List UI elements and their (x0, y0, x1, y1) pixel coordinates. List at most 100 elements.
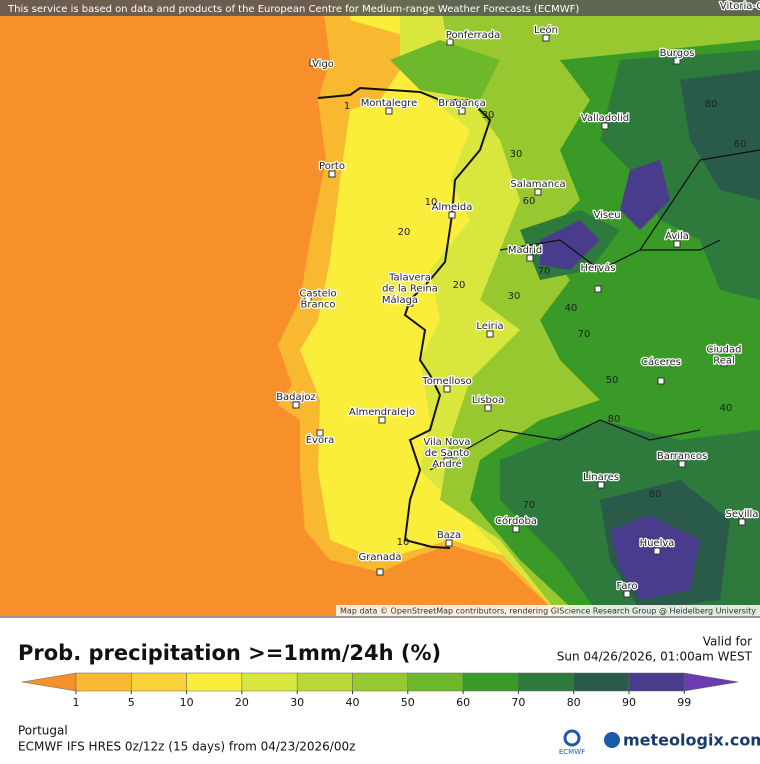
contour-label: 10 (425, 197, 438, 208)
city-label: Córdoba (495, 515, 537, 527)
contour-label: 80 (705, 99, 718, 110)
city-marker (594, 285, 602, 293)
city-label: Porto (319, 161, 345, 172)
ecmwf-text: ECMWF (559, 748, 585, 756)
city-label: Cáceres (641, 356, 681, 368)
city-marker (486, 330, 494, 338)
city-label: Leiria (476, 321, 503, 332)
city-label: André (432, 458, 462, 470)
notice-bar (0, 0, 760, 16)
attribution-box (336, 605, 760, 616)
contour-label: 20 (453, 280, 466, 291)
city-marker (484, 404, 492, 412)
colorbar-label: 30 (290, 696, 304, 709)
colorbar-segment (131, 672, 187, 692)
land-dark-green (500, 50, 760, 616)
city-label: de la Reina (382, 284, 438, 295)
city-marker (446, 38, 454, 46)
contour-label: 1 (344, 101, 350, 112)
colorbar-label: 10 (180, 696, 194, 709)
city-label: Vigo (312, 59, 334, 70)
city-label: Almendralejo (349, 407, 415, 418)
city-marker (304, 295, 312, 303)
legend-title: Prob. precipitation >=1mm/24h (%) (18, 641, 441, 665)
city-marker (673, 240, 681, 248)
city-label: Baza (437, 530, 461, 541)
valid-time: Sun 04/26/2026, 01:00am WEST (557, 650, 753, 664)
city-label: Vila Nova (423, 437, 470, 448)
city-label: Salamanca (510, 179, 565, 190)
contour-label: 70 (578, 329, 591, 340)
city-label: Almeida (432, 202, 473, 213)
brand: meteologix.com (623, 731, 760, 750)
colorbar-segment (241, 672, 298, 692)
city-label: Málaga (382, 294, 418, 306)
model-info: ECMWF IFS HRES 0z/12z (15 days) from 04/… (18, 740, 355, 754)
city-marker (597, 481, 605, 489)
contour-label: 60 (523, 196, 536, 207)
colorbar-label: 40 (346, 696, 360, 709)
contour-label: 60 (734, 139, 747, 150)
colorbar-segment (628, 672, 685, 692)
contour-label: 40 (565, 303, 578, 314)
city-label: Valladolid (581, 113, 629, 124)
city-marker (720, 359, 728, 367)
city-label: León (534, 24, 558, 36)
colorbar-above (684, 672, 739, 692)
contour-label: 30 (508, 291, 521, 302)
city-marker (601, 122, 609, 130)
city-label: Bragança (438, 98, 486, 109)
city-marker (594, 211, 602, 219)
city-label: Ávila (665, 229, 689, 242)
city-label: Barrancos (657, 451, 707, 462)
colorbar-label: 20 (235, 696, 249, 709)
city-marker (653, 547, 661, 555)
colorbar-label: 1 (73, 696, 80, 709)
contour-label: 40 (720, 403, 733, 414)
colorbar-label: 70 (511, 696, 525, 709)
contour-label: 20 (398, 227, 411, 238)
notice: This service is based on data and produc… (7, 4, 579, 15)
colorbar-segment (518, 672, 574, 692)
contour-label: 80 (649, 489, 662, 500)
city-marker (396, 296, 404, 304)
colorbar-label: 99 (677, 696, 691, 709)
city-marker (512, 525, 520, 533)
contour-label: 80 (608, 414, 621, 425)
city-label: Linares (583, 472, 619, 483)
city-marker (309, 59, 317, 67)
city-marker (623, 590, 631, 598)
valid-label: Valid for (703, 635, 752, 649)
city-marker (448, 211, 456, 219)
contour-label: 30 (482, 110, 495, 121)
city-label: Huelva (640, 538, 675, 549)
colorbar-segment (407, 672, 464, 692)
city-label: Real (713, 356, 735, 367)
city-marker (738, 518, 746, 526)
city-label: Badajoz (276, 392, 316, 403)
city-marker (316, 429, 324, 437)
city-label: Castelo (299, 289, 336, 300)
spain-borders (429, 149, 760, 471)
city-marker (443, 457, 451, 465)
contour-label: 50 (606, 375, 619, 386)
colorbar-label: 60 (456, 696, 470, 709)
city-label: Montalegre (361, 98, 417, 109)
land-green-north (390, 40, 500, 100)
city-label: Burgos (660, 48, 695, 59)
contour-label: 70 (538, 266, 551, 277)
contour-label: 10 (397, 537, 410, 548)
contour-label: 30 (510, 149, 523, 160)
colorbar-label: 50 (401, 696, 415, 709)
city-label: Granada (359, 552, 402, 563)
city-marker (657, 377, 665, 385)
city-marker (542, 34, 550, 42)
city-label: Ponferrada (446, 30, 500, 41)
city-label: Faro (617, 581, 638, 592)
city-label: Madrid (508, 245, 542, 256)
city-label: Lisboa (472, 395, 504, 406)
city-marker (328, 170, 336, 178)
brand-logo (604, 732, 620, 748)
city-marker (406, 299, 414, 307)
city-marker (292, 401, 300, 409)
